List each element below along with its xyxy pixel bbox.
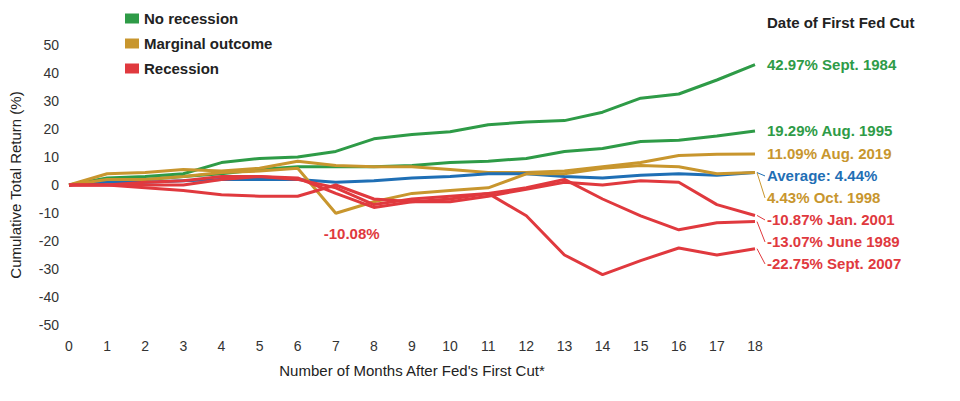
- svg-text:10: 10: [43, 149, 59, 165]
- svg-text:5: 5: [256, 338, 264, 354]
- svg-text:0: 0: [51, 177, 59, 193]
- svg-text:Recession: Recession: [144, 60, 219, 77]
- svg-text:0: 0: [65, 338, 73, 354]
- svg-text:-10.08%: -10.08%: [324, 225, 380, 242]
- svg-text:Cumulative Total Return (%): Cumulative Total Return (%): [7, 91, 24, 278]
- svg-text:4.43% Oct. 1998: 4.43% Oct. 1998: [767, 189, 880, 206]
- svg-text:20: 20: [43, 121, 59, 137]
- svg-text:-50: -50: [39, 317, 59, 333]
- svg-text:8: 8: [370, 338, 378, 354]
- svg-text:7: 7: [332, 338, 340, 354]
- svg-text:Date of First Fed Cut: Date of First Fed Cut: [767, 14, 915, 31]
- svg-text:14: 14: [595, 338, 611, 354]
- svg-text:-40: -40: [39, 289, 59, 305]
- svg-text:No recession: No recession: [144, 10, 238, 27]
- svg-text:Average: 4.44%: Average: 4.44%: [767, 167, 877, 184]
- svg-text:10: 10: [442, 338, 458, 354]
- svg-text:9: 9: [408, 338, 416, 354]
- svg-text:-10.87% Jan. 2001: -10.87% Jan. 2001: [767, 211, 895, 228]
- svg-text:4: 4: [218, 338, 226, 354]
- svg-text:40: 40: [43, 65, 59, 81]
- svg-text:18: 18: [747, 338, 763, 354]
- svg-text:12: 12: [519, 338, 535, 354]
- svg-text:1: 1: [103, 338, 111, 354]
- svg-text:Number of Months After Fed's F: Number of Months After Fed's First Cut*: [279, 362, 545, 379]
- svg-text:15: 15: [633, 338, 649, 354]
- svg-text:13: 13: [557, 338, 573, 354]
- svg-text:-22.75% Sept. 2007: -22.75% Sept. 2007: [767, 255, 901, 272]
- svg-text:3: 3: [179, 338, 187, 354]
- svg-text:2: 2: [141, 338, 149, 354]
- svg-text:-20: -20: [39, 233, 59, 249]
- svg-text:-10: -10: [39, 205, 59, 221]
- svg-text:19.29% Aug. 1995: 19.29% Aug. 1995: [767, 122, 892, 139]
- svg-text:Marginal outcome: Marginal outcome: [144, 35, 272, 52]
- svg-text:-30: -30: [39, 261, 59, 277]
- svg-text:11.09% Aug. 2019: 11.09% Aug. 2019: [767, 145, 892, 162]
- svg-text:-13.07% June 1989: -13.07% June 1989: [767, 233, 900, 250]
- svg-text:11: 11: [481, 338, 496, 354]
- svg-text:6: 6: [294, 338, 302, 354]
- svg-text:16: 16: [671, 338, 687, 354]
- svg-text:17: 17: [709, 338, 725, 354]
- svg-text:50: 50: [43, 37, 59, 53]
- svg-text:30: 30: [43, 93, 59, 109]
- svg-text:42.97% Sept. 1984: 42.97% Sept. 1984: [767, 56, 897, 73]
